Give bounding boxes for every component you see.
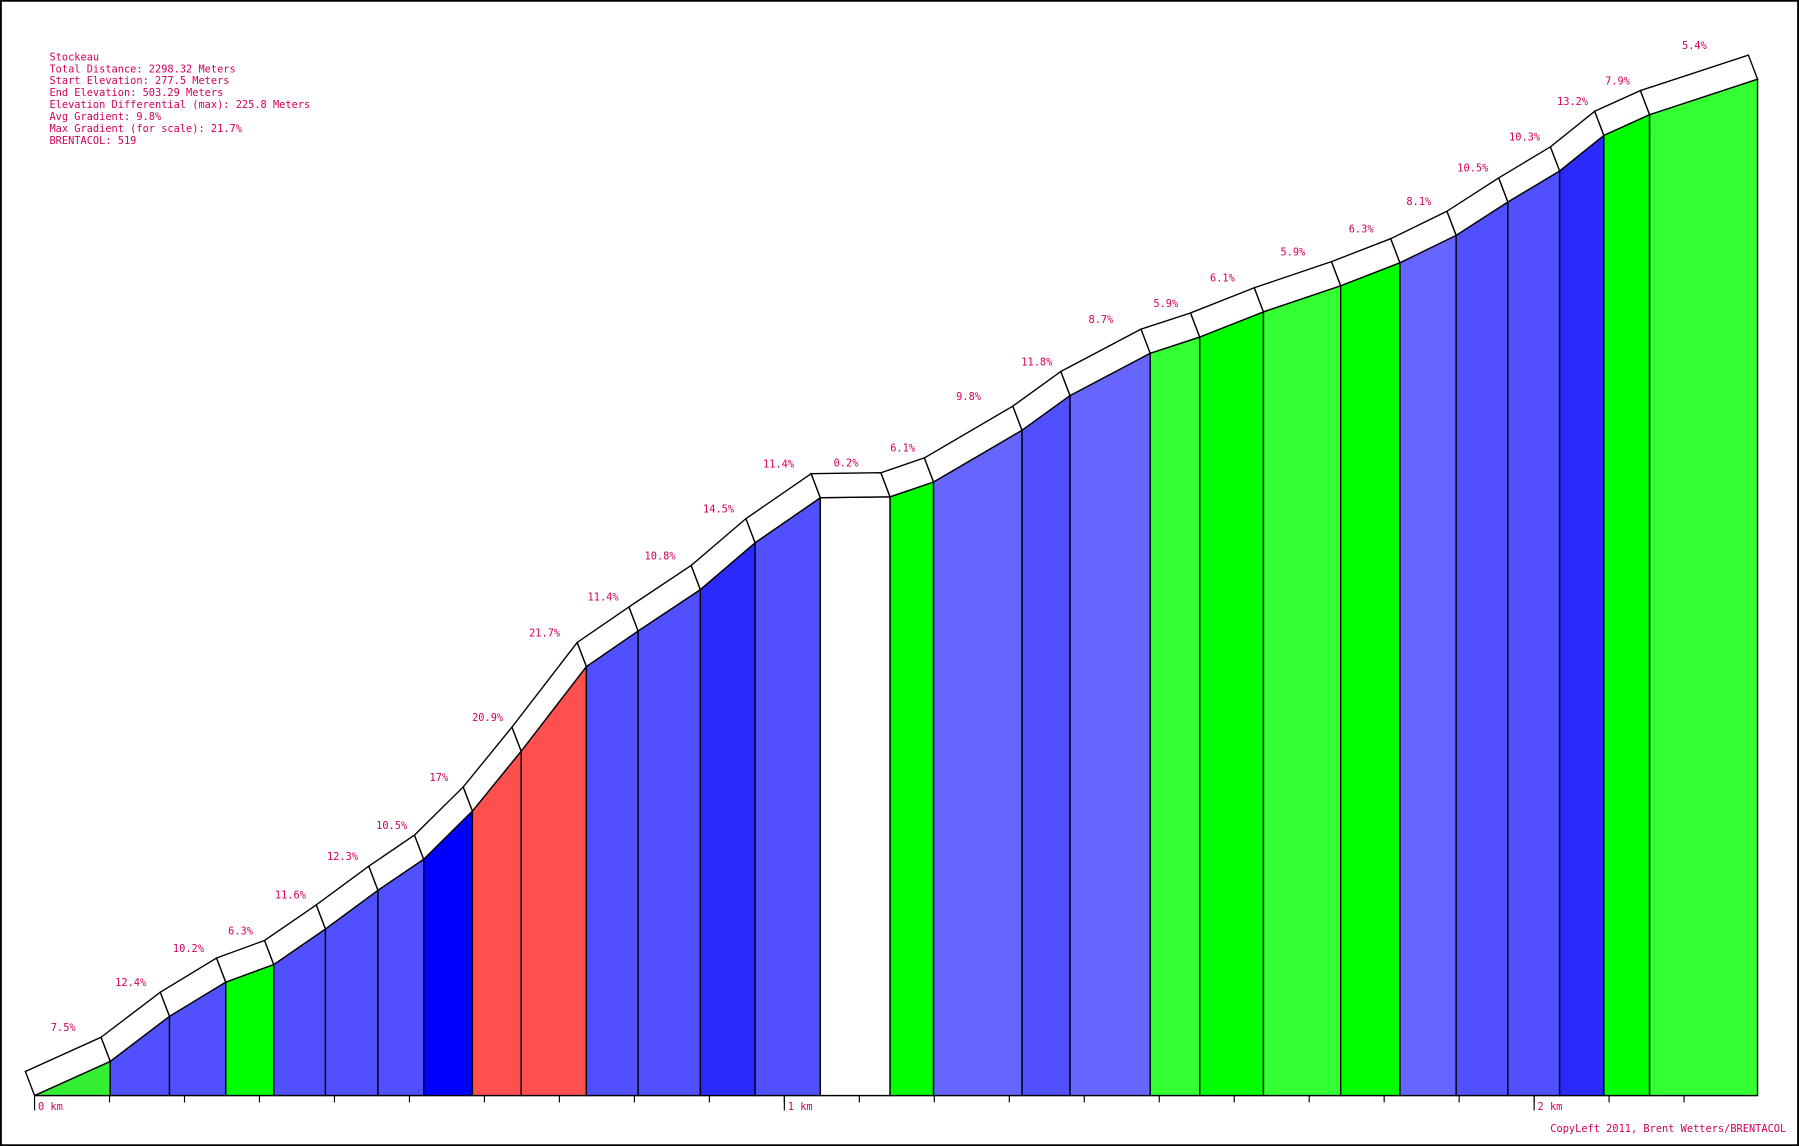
x-tick-label: 0 km	[38, 1101, 63, 1113]
gradient-label: 7.9%	[1605, 75, 1631, 87]
gradient-label: 21.7%	[529, 627, 561, 639]
segment	[377, 857, 425, 1097]
gradient-label: 10.2%	[173, 943, 205, 955]
footer: CopyLeft 2011, Brent Wetters/BRENTACOL	[1550, 1123, 1786, 1135]
gradient-label: 10.5%	[1457, 163, 1489, 175]
segment	[1199, 310, 1265, 1097]
segment-ribbon	[810, 472, 892, 499]
gradient-label: 7.5%	[51, 1022, 77, 1034]
segment	[932, 429, 1023, 1097]
segment	[585, 629, 639, 1097]
chart-title: Stockeau	[49, 51, 99, 63]
gradient-label: 10.3%	[1509, 132, 1541, 144]
segment-ribbon	[1639, 54, 1759, 116]
info-line: BRENTACOL: 519	[49, 135, 136, 147]
gradient-label: 11.6%	[275, 890, 307, 902]
gradient-label: 6.1%	[890, 443, 916, 455]
segment	[754, 496, 822, 1097]
segment	[637, 588, 702, 1097]
segment	[1399, 234, 1457, 1097]
gradient-label: 20.9%	[472, 712, 504, 724]
gradient-label: 8.1%	[1406, 196, 1432, 208]
x-tick-label: 1 km	[788, 1101, 813, 1113]
info-line: Elevation Differential (max): 225.8 Mete…	[49, 99, 310, 111]
gradient-label: 5.9%	[1153, 298, 1179, 310]
segment	[1069, 352, 1151, 1097]
segment	[225, 963, 275, 1097]
gradient-label: 11.4%	[763, 458, 795, 470]
gradient-label: 9.8%	[956, 391, 982, 403]
info-line: Total Distance: 2298.32 Meters	[49, 63, 235, 75]
segment	[1558, 133, 1605, 1097]
gradient-label: 10.5%	[376, 820, 408, 832]
gradient-label: 0.2%	[834, 458, 860, 470]
gradient-label: 10.8%	[645, 550, 677, 562]
x-tick-label: 2 km	[1538, 1101, 1563, 1113]
gradient-label: 14.5%	[703, 503, 735, 515]
gradient-label: 5.9%	[1280, 246, 1306, 258]
gradient-label: 12.4%	[115, 977, 147, 989]
gradient-label: 6.3%	[1349, 223, 1375, 235]
gradient-label: 17%	[430, 772, 449, 784]
segment	[1648, 78, 1759, 1097]
segment	[1262, 284, 1342, 1097]
info-line: Avg Gradient: 9.8%	[49, 111, 162, 123]
gradient-label: 6.3%	[228, 925, 254, 937]
segment	[1149, 336, 1201, 1097]
info-line: Max Gradient (for scale): 21.7%	[49, 123, 242, 135]
segment	[1021, 394, 1071, 1097]
gradient-label: 11.4%	[588, 592, 620, 604]
gradient-label: 8.7%	[1089, 314, 1115, 326]
info-line: Start Elevation: 277.5 Meters	[49, 75, 229, 87]
segment	[1507, 169, 1561, 1097]
gradient-label: 13.2%	[1557, 96, 1589, 108]
gradient-label: 12.3%	[327, 851, 359, 863]
segment	[1455, 200, 1509, 1097]
gradient-label: 11.8%	[1021, 356, 1053, 368]
segment	[1603, 113, 1651, 1097]
gradient-label: 6.1%	[1210, 273, 1236, 285]
info-line: End Elevation: 503.29 Meters	[49, 87, 223, 99]
segment	[889, 481, 935, 1097]
gradient-label: 5.4%	[1682, 40, 1708, 52]
segment	[1339, 261, 1401, 1097]
segment	[819, 496, 891, 1097]
segment	[699, 541, 756, 1097]
segment	[423, 809, 474, 1097]
